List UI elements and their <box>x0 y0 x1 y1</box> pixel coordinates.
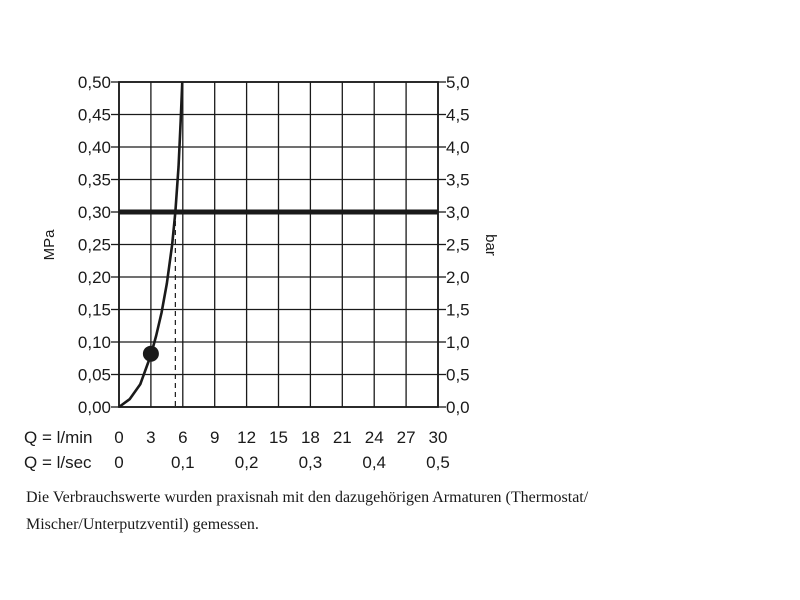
caption-line-2: Mischer/Unterputzventil) gemessen. <box>26 516 259 533</box>
x-tick-label-lmin: 0 <box>114 428 123 447</box>
x-tick-label-lsec: 0 <box>114 453 123 472</box>
y-tick-label-left: 0,05 <box>78 366 111 385</box>
x-tick-label-lmin: 18 <box>301 428 320 447</box>
y-tick-label-right: 2,0 <box>446 268 470 287</box>
x-tick-label-lmin: 15 <box>269 428 288 447</box>
x-row-label-lmin: Q = l/min <box>24 428 93 447</box>
y-tick-label-right: 0,5 <box>446 366 470 385</box>
pressure-flow-chart: 0,000,050,100,150,200,250,300,350,400,45… <box>24 73 499 472</box>
x-tick-label-lsec: 0,2 <box>235 453 259 472</box>
y-tick-label-right: 1,5 <box>446 301 470 320</box>
series-layer <box>118 81 184 409</box>
y-tick-label-left: 0,20 <box>78 268 111 287</box>
x-tick-label-lmin: 27 <box>397 428 416 447</box>
right-axis-ticks: 0,0 0,5 1,0 1,5 2,0 2,5 3,0 3,5 4,0 4,5 5,0 <box>446 73 470 417</box>
x-tick-label-lmin: 21 <box>333 428 352 447</box>
y-tick-label-right: 3,0 <box>446 203 470 222</box>
y-tick-label-right: 5,0 <box>446 73 470 92</box>
x-axis-ticks: 0 3 6 9 12 15 18 21 24 27 30 0 0,1 0,2 0,3 0,4 0,5 <box>114 428 450 472</box>
y-tick-label-right: 4,5 <box>446 106 470 125</box>
y-tick-label-right: 4,0 <box>446 138 470 157</box>
x-tick-label-lmin: 3 <box>146 428 155 447</box>
x-tick-label-lsec: 0,5 <box>426 453 450 472</box>
x-tick-label-lmin: 9 <box>210 428 219 447</box>
x-tick-label-lmin: 12 <box>237 428 256 447</box>
left-axis-ticks: 0,00 0,05 0,10 0,15 0,20 0,25 0,30 0,35 0,40 0,45… <box>78 73 111 417</box>
plot-frame <box>118 81 439 408</box>
x-tick-label-lmin: 30 <box>429 428 448 447</box>
x-row-label-lsec: Q = l/sec <box>24 453 92 472</box>
x-tick-label-lsec: 0,4 <box>362 453 386 472</box>
y-tick-label-left: 0,50 <box>78 73 111 92</box>
y-tick-label-left: 0,15 <box>78 301 111 320</box>
caption-line-1: Die Verbrauchswerte wurden praxisnah mit… <box>26 489 589 506</box>
y-tick-label-left: 0,40 <box>78 138 111 157</box>
left-axis-label: MPa <box>41 229 58 261</box>
y-tick-label-left: 0,00 <box>78 398 111 417</box>
y-tick-label-right: 2,5 <box>446 236 470 255</box>
x-tick-label-lsec: 0,3 <box>299 453 323 472</box>
y-tick-label-right: 1,0 <box>446 333 470 352</box>
x-tick-label-lmin: 6 <box>178 428 187 447</box>
grid <box>111 81 446 408</box>
marker-point <box>142 345 159 362</box>
y-tick-label-left: 0,35 <box>78 171 111 190</box>
series-line <box>118 81 184 409</box>
y-tick-label-right: 3,5 <box>446 171 470 190</box>
chart-caption: Die Verbrauchswerte wurden praxisnah mit… <box>26 484 766 538</box>
y-tick-label-left: 0,45 <box>78 106 111 125</box>
y-tick-label-left: 0,10 <box>78 333 111 352</box>
x-tick-label-lsec: 0,1 <box>171 453 195 472</box>
right-axis-label: bar <box>482 234 499 256</box>
x-tick-label-lmin: 24 <box>365 428 384 447</box>
y-tick-label-right: 0,0 <box>446 398 470 417</box>
y-tick-label-left: 0,25 <box>78 236 111 255</box>
y-tick-label-left: 0,30 <box>78 203 111 222</box>
